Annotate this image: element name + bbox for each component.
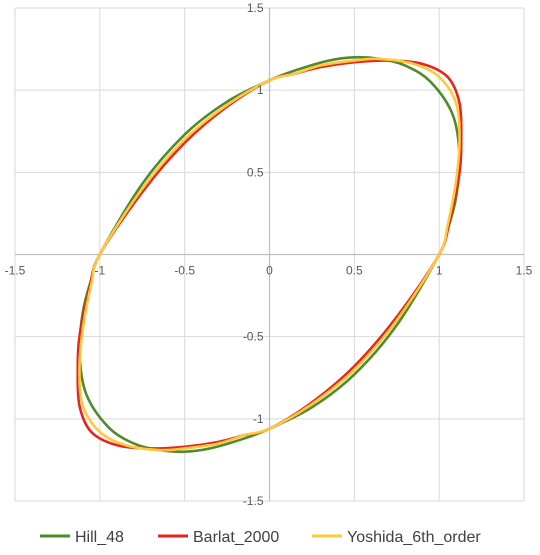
axes: [15, 8, 524, 501]
legend-label: Yoshida_6th_order: [347, 529, 481, 546]
x-tick-label: -1: [94, 264, 105, 278]
x-tick-label: 1.5: [516, 264, 533, 278]
x-tick-label: -1.5: [5, 264, 26, 278]
y-tick-label: 1.5: [247, 1, 264, 15]
legend: Hill_48 Barlat_2000 Yoshida_6th_order: [40, 529, 481, 546]
x-tick-label: 0: [266, 264, 273, 278]
tick-labels: -1.5 -1 -0.5 0 0.5 1 1.5 -1.5 -1 -0.5 0.5 1 1.5: [5, 1, 533, 508]
y-tick-label: 1: [257, 83, 264, 97]
legend-label: Hill_48: [75, 529, 124, 546]
x-tick-label: 1: [436, 264, 443, 278]
legend-label: Barlat_2000: [193, 529, 279, 546]
x-tick-label: 0.5: [346, 264, 363, 278]
series-lines: [76, 55, 463, 454]
y-tick-label: -1.5: [243, 494, 264, 508]
y-tick-label: -1: [253, 412, 264, 426]
y-tick-label: 0.5: [247, 165, 264, 179]
y-tick-label: -0.5: [243, 330, 264, 344]
series-line-yoshida-6th-order: [78, 57, 461, 452]
x-tick-label: -0.5: [174, 264, 195, 278]
